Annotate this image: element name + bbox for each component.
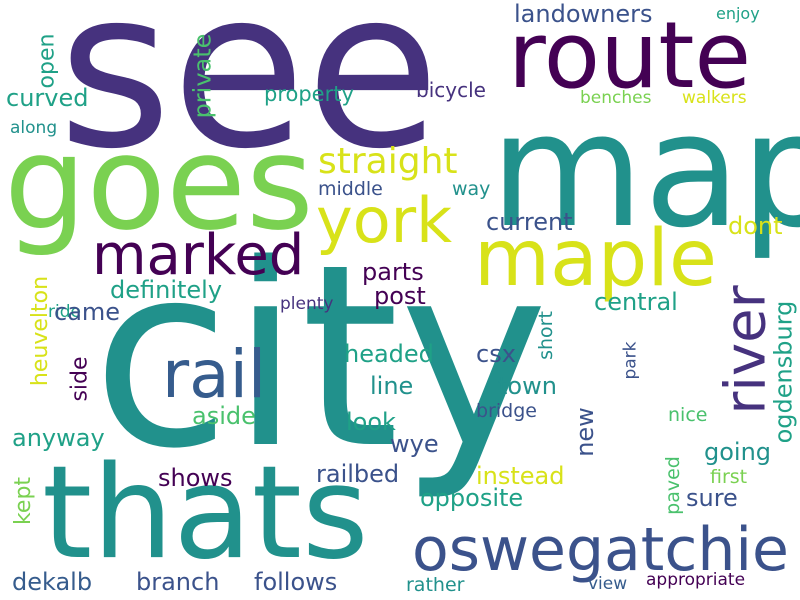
word-branch: branch <box>136 568 220 596</box>
word-follows: follows <box>254 568 338 596</box>
word-along: along <box>10 118 58 138</box>
word-opposite: opposite <box>420 484 524 512</box>
word-ride: ride <box>48 302 81 322</box>
word-instead: instead <box>476 462 565 490</box>
word-dekalb: dekalb <box>12 568 93 596</box>
word-aside: aside <box>192 402 256 430</box>
word-rail: rail <box>162 336 267 413</box>
word-wye: wye <box>390 430 439 458</box>
word-see: see <box>58 0 440 197</box>
word-view: view <box>588 574 628 594</box>
word-heuvelton: heuvelton <box>28 275 54 387</box>
word-property: property <box>264 82 354 106</box>
word-definitely: definitely <box>110 276 223 304</box>
word-straight: straight <box>318 141 458 182</box>
word-goes: goes <box>4 107 314 259</box>
word-anyway: anyway <box>12 424 105 452</box>
word-plenty: plenty <box>280 294 334 314</box>
word-headed: headed <box>344 340 434 368</box>
word-parts: parts <box>362 258 424 286</box>
word-going: going <box>704 438 772 466</box>
word-appropriate: appropriate <box>646 570 746 590</box>
word-central: central <box>594 288 678 316</box>
word-short: short <box>534 311 557 360</box>
word-route: route <box>508 2 752 109</box>
word-curved: curved <box>6 84 89 112</box>
word-ogdensburg: ogdensburg <box>769 300 798 444</box>
word-first: first <box>710 466 748 488</box>
word-marked: marked <box>92 223 305 288</box>
word-kept: kept <box>11 476 37 526</box>
word-way: way <box>452 178 491 200</box>
word-enjoy: enjoy <box>716 4 760 23</box>
word-landowners: landowners <box>514 0 653 28</box>
word-post: post <box>374 282 426 310</box>
word-sure: sure <box>686 484 738 512</box>
word-shows: shows <box>158 464 233 492</box>
word-york: york <box>316 184 453 257</box>
word-dont: dont <box>728 212 783 240</box>
word-paved: paved <box>661 456 684 515</box>
word-railbed: railbed <box>316 460 400 488</box>
word-look: look <box>346 408 396 436</box>
word-city: city <box>92 211 549 504</box>
word-bridge: bridge <box>476 400 537 422</box>
word-bicycle: bicycle <box>416 78 486 102</box>
word-rather: rather <box>406 574 465 596</box>
word-nice: nice <box>668 404 708 426</box>
word-csx: csx <box>476 340 516 368</box>
word-map: map <box>490 79 800 263</box>
word-middle: middle <box>318 178 383 200</box>
word-current: current <box>486 208 573 236</box>
word-maple: maple <box>474 214 717 304</box>
word-park: park <box>620 341 641 380</box>
word-side: side <box>67 356 93 402</box>
word-private: private <box>188 33 217 119</box>
word-line: line <box>370 372 414 400</box>
word-thats: thats <box>42 439 369 588</box>
word-oswegatchie: oswegatchie <box>412 515 789 585</box>
word-open: open <box>34 33 60 89</box>
word-town: town <box>498 372 557 400</box>
word-new: new <box>570 407 599 457</box>
word-benches: benches <box>580 88 652 108</box>
word-river: river <box>713 285 779 415</box>
word-came: came <box>54 298 121 326</box>
word-walkers: walkers <box>682 88 747 108</box>
